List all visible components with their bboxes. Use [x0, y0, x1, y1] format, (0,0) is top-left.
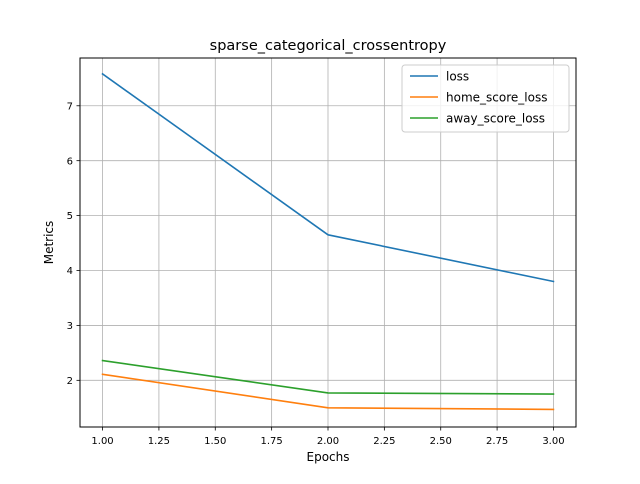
legend-label: away_score_loss [446, 112, 545, 126]
x-tick-label: 2.75 [486, 436, 508, 447]
chart-title: sparse_categorical_crossentropy [210, 38, 447, 54]
y-tick-label: 2 [67, 376, 73, 387]
y-tick-label: 6 [67, 156, 73, 167]
legend-label: loss [446, 70, 469, 84]
axis-ticks: 1.00 1.25 1.50 1.75 2.00 2.25 2.50 2.75 3.00 2 3 4 5… [67, 101, 565, 447]
x-tick-label: 1.25 [148, 436, 170, 447]
x-tick-label: 2.00 [317, 436, 339, 447]
y-tick-label: 7 [67, 101, 73, 112]
x-tick-label: 3.00 [542, 436, 564, 447]
y-tick-label: 3 [67, 321, 73, 332]
x-tick-label: 1.00 [91, 436, 113, 447]
x-tick-label: 2.50 [430, 436, 452, 447]
y-tick-label: 4 [67, 266, 73, 277]
x-axis-label: Epochs [307, 450, 350, 464]
legend-box [401, 64, 570, 133]
y-tick-label: 5 [67, 211, 73, 222]
x-tick-label: 1.75 [261, 436, 283, 447]
series-line-home-score-loss [101, 373, 555, 411]
legend: loss home_score_loss away_score_loss [401, 64, 570, 133]
x-tick-label: 2.25 [373, 436, 395, 447]
y-axis-label: Metrics [42, 221, 56, 265]
x-tick-label: 1.50 [204, 436, 226, 447]
legend-label: home_score_loss [446, 91, 547, 105]
series-line-away-score-loss [101, 359, 555, 395]
series-lines [101, 72, 555, 411]
series-line-loss [101, 72, 555, 283]
